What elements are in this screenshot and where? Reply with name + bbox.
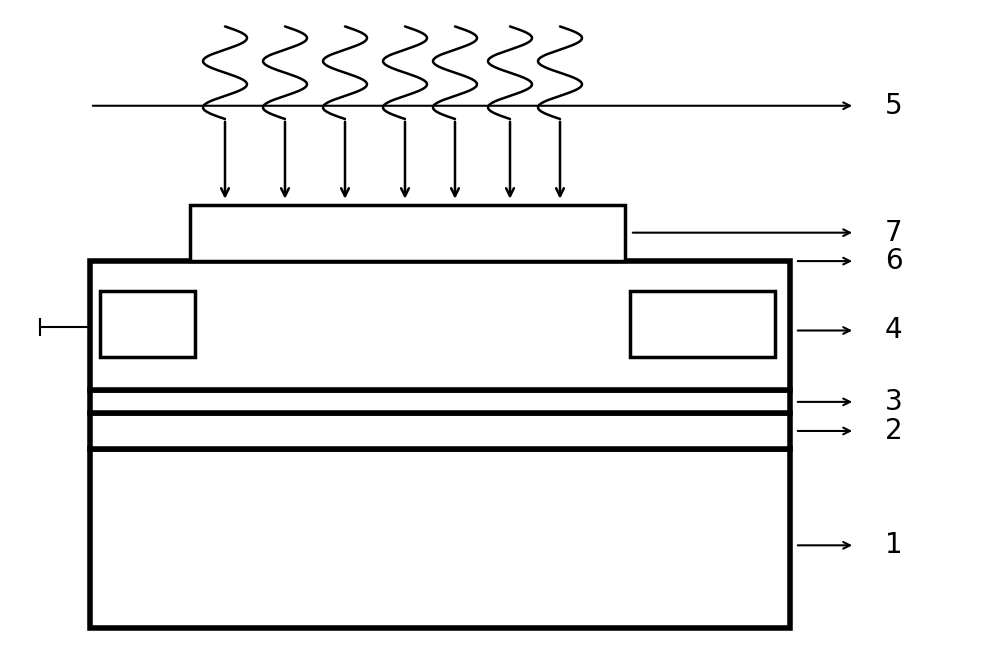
Text: 5: 5: [885, 92, 903, 120]
Text: 3: 3: [885, 388, 903, 416]
Bar: [90, 261, 790, 390]
Bar: [190, 205, 625, 261]
Bar: [90, 449, 790, 628]
Text: 4: 4: [885, 317, 903, 344]
Text: 6: 6: [885, 247, 903, 275]
Bar: [90, 390, 790, 413]
Text: 1: 1: [885, 531, 903, 559]
Text: 7: 7: [885, 219, 903, 247]
Bar: [630, 291, 775, 357]
Bar: [100, 291, 195, 357]
Text: 2: 2: [885, 417, 903, 445]
Bar: [90, 413, 790, 449]
